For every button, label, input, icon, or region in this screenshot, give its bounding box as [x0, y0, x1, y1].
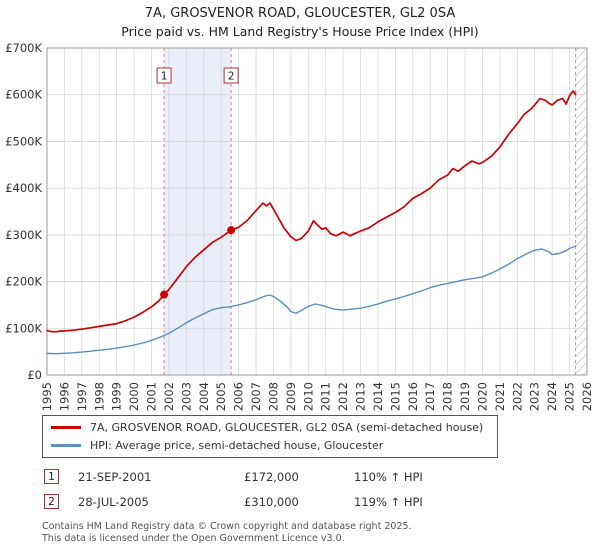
x-axis-tick-label: 2013 — [354, 382, 368, 411]
y-axis-tick-label: £100K — [5, 321, 42, 335]
footer-line-1: Contains HM Land Registry data © Crown c… — [42, 521, 412, 532]
sale-marker-label-box — [156, 67, 172, 84]
x-axis-tick-label: 2001 — [145, 382, 159, 411]
sale-marker-label: 1 — [161, 71, 168, 83]
x-axis-tick-label: 2005 — [214, 382, 228, 411]
x-axis-tick-label: 1999 — [110, 382, 124, 411]
transaction-number-box: 1 — [44, 469, 59, 484]
y-axis-tick-label: £300K — [5, 228, 42, 242]
y-axis-tick-label: £200K — [5, 275, 42, 289]
transaction-date: 21-SEP-2001 — [78, 469, 152, 484]
x-axis-tick-label: 2007 — [249, 382, 263, 411]
x-axis-tick-label: 2017 — [423, 382, 437, 411]
x-axis-tick-label: 2014 — [371, 382, 385, 411]
x-axis-tick-label: 2025 — [563, 382, 577, 411]
x-axis-tick-label: 2000 — [127, 382, 141, 411]
x-axis-tick-label: 2018 — [441, 382, 455, 411]
x-axis-tick-label: 2016 — [406, 382, 420, 411]
transaction-hpi: 119% ↑ HPI — [354, 494, 423, 509]
x-axis-tick-label: 2008 — [266, 382, 280, 411]
legend-item-hpi: HPI: Average price, semi-detached house,… — [51, 439, 483, 452]
y-axis-tick-label: £700K — [5, 41, 42, 55]
footer: Contains HM Land Registry data © Crown c… — [42, 521, 600, 546]
x-axis-tick-label: 2006 — [232, 382, 246, 411]
x-axis-tick-label: 2011 — [319, 382, 333, 411]
price-line-swatch — [51, 426, 81, 429]
x-axis-tick-label: 1998 — [92, 382, 106, 411]
transaction-row: 1 21-SEP-2001 £172,000 110% ↑ HPI — [44, 469, 600, 484]
sale-marker-dot — [160, 290, 169, 299]
footer-line-2: This data is licensed under the Open Gov… — [42, 533, 345, 545]
x-axis-tick-label: 2003 — [179, 382, 193, 411]
x-axis-tick-label: 2021 — [493, 382, 507, 411]
x-axis-tick-label: 1997 — [75, 382, 89, 411]
y-axis-tick-label: £500K — [5, 134, 42, 148]
legend-item-price: 7A, GROSVENOR ROAD, GLOUCESTER, GL2 0SA … — [51, 421, 483, 434]
x-axis-tick-label: 2004 — [197, 382, 211, 411]
transaction-row: 2 28-JUL-2005 £310,000 119% ↑ HPI — [44, 494, 600, 509]
transaction-date: 28-JUL-2005 — [78, 494, 149, 509]
legend: 7A, GROSVENOR ROAD, GLOUCESTER, GL2 0SA … — [42, 415, 499, 458]
x-axis-tick-label: 1996 — [57, 382, 71, 411]
plot-frame — [46, 47, 588, 376]
x-axis-tick-label: 2022 — [510, 382, 524, 411]
page-title: 7A, GROSVENOR ROAD, GLOUCESTER, GL2 0SA — [144, 6, 456, 21]
ownership-shaded-band — [164, 48, 232, 375]
transaction-hpi: 110% ↑ HPI — [354, 469, 423, 484]
y-axis-tick-label: £0 — [27, 368, 42, 382]
sale-marker-dot — [227, 226, 236, 235]
x-axis-tick-label: 1995 — [40, 382, 54, 411]
x-axis-tick-label: 2009 — [284, 382, 298, 411]
x-axis-tick-label: 2019 — [458, 382, 472, 411]
x-axis-tick-label: 2015 — [388, 382, 402, 411]
x-axis-tick-label: 2023 — [528, 382, 542, 411]
legend-label-price: 7A, GROSVENOR ROAD, GLOUCESTER, GL2 0SA … — [90, 421, 484, 434]
page-subtitle: Price paid vs. HM Land Registry's House … — [121, 24, 479, 39]
price-line — [46, 90, 577, 333]
future-hatched-band — [575, 48, 587, 375]
x-axis-tick-label: 2024 — [545, 382, 559, 411]
y-axis-tick-label: £400K — [5, 181, 42, 195]
price-chart: £0 £100K £200K £300K £400K £500K £600K £700K 199… — [5, 41, 594, 411]
hpi-line — [46, 245, 577, 355]
hpi-line-swatch — [51, 444, 81, 447]
x-axis-tick-label: 2012 — [336, 382, 350, 411]
transaction-number-box: 2 — [44, 494, 59, 509]
page: 7A, GROSVENOR ROAD, GLOUCESTER, GL2 0SA … — [5, 6, 600, 546]
transaction-price: £172,000 — [244, 469, 299, 484]
sale-marker-label-box — [223, 67, 239, 84]
transactions-list: 1 21-SEP-2001 £172,000 110% ↑ HPI 2 28-J… — [44, 469, 600, 509]
legend-label-hpi: HPI: Average price, semi-detached house,… — [90, 439, 384, 452]
x-axis-tick-label: 2026 — [580, 382, 594, 411]
x-axis-tick-label: 2010 — [301, 382, 315, 411]
sale-marker-label: 2 — [228, 71, 235, 83]
x-axis-tick-label: 2002 — [162, 382, 176, 411]
y-axis-tick-label: £600K — [5, 88, 42, 102]
plot-background — [47, 48, 587, 375]
x-axis-tick-label: 2020 — [475, 382, 489, 411]
transaction-price: £310,000 — [244, 494, 299, 509]
